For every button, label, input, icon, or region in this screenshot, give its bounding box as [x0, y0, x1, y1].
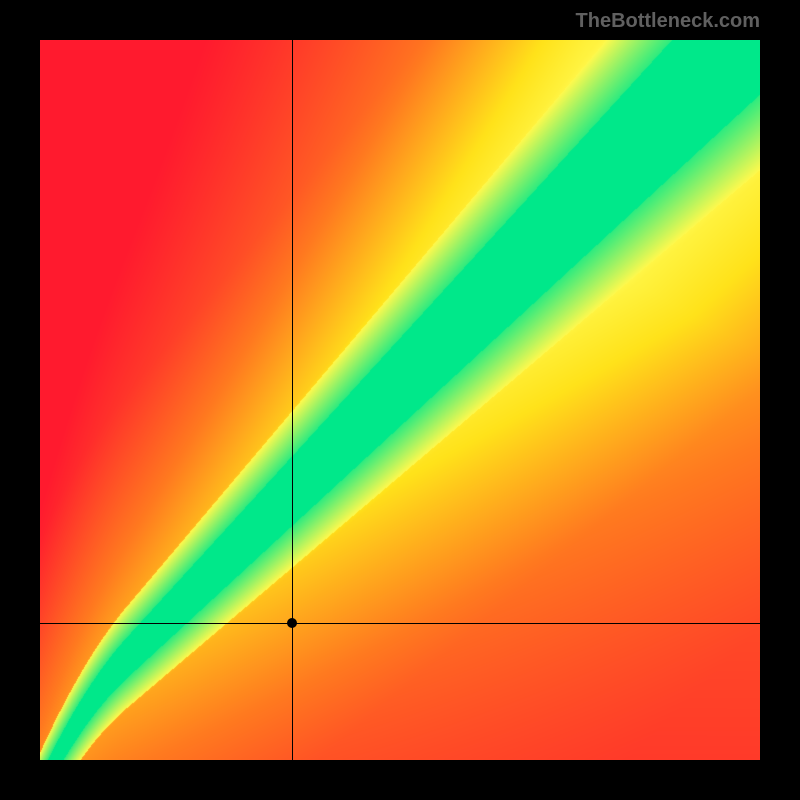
crosshair-vertical: [292, 40, 293, 760]
crosshair-horizontal: [40, 623, 760, 624]
heatmap-canvas: [40, 40, 760, 760]
data-point-marker: [287, 618, 297, 628]
chart-container: TheBottleneck.com: [0, 0, 800, 800]
heatmap-plot: [40, 40, 760, 760]
watermark-label: TheBottleneck.com: [576, 10, 760, 33]
